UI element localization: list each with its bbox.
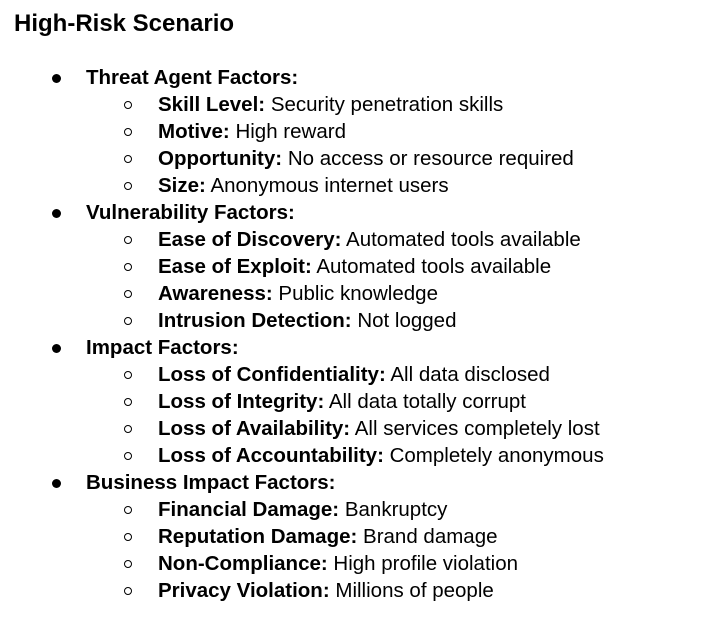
- section-heading: Threat Agent Factors:: [86, 66, 299, 89]
- bullet-circle-icon: [124, 101, 132, 109]
- item-value: Public knowledge: [278, 282, 438, 305]
- bullet-circle-icon: [124, 506, 132, 514]
- list-item-level1: Impact Factors:: [0, 334, 703, 361]
- list-item-level2: Loss of Accountability: Completely anony…: [0, 442, 703, 469]
- item-label: Loss of Accountability:: [158, 444, 384, 467]
- item-label: Loss of Integrity:: [158, 390, 325, 413]
- document-title: High-Risk Scenario: [14, 10, 235, 37]
- item-label: Intrusion Detection:: [158, 309, 352, 332]
- item-label: Non-Compliance:: [158, 552, 328, 575]
- list-item-level2: Privacy Violation: Millions of people: [0, 577, 703, 604]
- section-heading: Vulnerability Factors:: [86, 201, 295, 224]
- item-value: All data disclosed: [390, 363, 550, 386]
- section-business-impact-factors: Business Impact Factors: Financial Damag…: [0, 469, 703, 604]
- list-item-level2: Size: Anonymous internet users: [0, 172, 703, 199]
- bullet-circle-icon: [124, 317, 132, 325]
- list-item-level2: Ease of Exploit: Automated tools availab…: [0, 253, 703, 280]
- item-value: High profile violation: [333, 552, 519, 575]
- bullet-disc-icon: [52, 344, 61, 353]
- bullet-disc-icon: [52, 479, 61, 488]
- item-value: No access or resource required: [287, 147, 574, 170]
- list-item-level1: Business Impact Factors:: [0, 469, 703, 496]
- item-value: Anonymous internet users: [210, 174, 449, 197]
- bullet-disc-icon: [52, 74, 61, 83]
- bullet-circle-icon: [124, 128, 132, 136]
- list-item-level2: Reputation Damage: Brand damage: [0, 523, 703, 550]
- bullet-circle-icon: [124, 155, 132, 163]
- item-label: Reputation Damage:: [158, 525, 358, 548]
- list-item-level2: Skill Level: Security penetration skills: [0, 91, 703, 118]
- item-label: Size:: [158, 174, 206, 197]
- list-item-level2: Intrusion Detection: Not logged: [0, 307, 703, 334]
- bullet-circle-icon: [124, 182, 132, 190]
- list-item-level1: Threat Agent Factors:: [0, 64, 703, 91]
- item-value: Not logged: [357, 309, 457, 332]
- item-label: Privacy Violation:: [158, 579, 330, 602]
- bullet-circle-icon: [124, 371, 132, 379]
- item-label: Loss of Confidentiality:: [158, 363, 386, 386]
- bullet-circle-icon: [124, 587, 132, 595]
- item-label: Loss of Availability:: [158, 417, 351, 440]
- bullet-circle-icon: [124, 236, 132, 244]
- item-label: Opportunity:: [158, 147, 283, 170]
- list-item-level2: Loss of Confidentiality: All data disclo…: [0, 361, 703, 388]
- item-label: Motive:: [158, 120, 230, 143]
- bullet-circle-icon: [124, 263, 132, 271]
- section-threat-agent-factors: Threat Agent Factors: Skill Level: Secur…: [0, 64, 703, 199]
- list-item-level2: Financial Damage: Bankruptcy: [0, 496, 703, 523]
- list-item-level2: Awareness: Public knowledge: [0, 280, 703, 307]
- item-value: All services completely lost: [354, 417, 600, 440]
- item-value: Automated tools available: [316, 255, 552, 278]
- item-label: Awareness:: [158, 282, 273, 305]
- section-heading: Impact Factors:: [86, 336, 239, 359]
- list-item-level2: Opportunity: No access or resource requi…: [0, 145, 703, 172]
- bullet-circle-icon: [124, 452, 132, 460]
- item-label: Skill Level:: [158, 93, 266, 116]
- item-value: Millions of people: [335, 579, 494, 602]
- bullet-circle-icon: [124, 425, 132, 433]
- section-vulnerability-factors: Vulnerability Factors: Ease of Discovery…: [0, 199, 703, 334]
- list-item-level1: Vulnerability Factors:: [0, 199, 703, 226]
- item-value: Brand damage: [363, 525, 498, 548]
- bullet-circle-icon: [124, 560, 132, 568]
- item-value: Bankruptcy: [344, 498, 448, 521]
- list-item-level2: Loss of Availability: All services compl…: [0, 415, 703, 442]
- section-heading: Business Impact Factors:: [86, 471, 336, 494]
- item-label: Ease of Exploit:: [158, 255, 312, 278]
- list-item-level2: Ease of Discovery: Automated tools avail…: [0, 226, 703, 253]
- bullet-circle-icon: [124, 533, 132, 541]
- item-value: Security penetration skills: [270, 93, 504, 116]
- section-impact-factors: Impact Factors: Loss of Confidentiality:…: [0, 334, 703, 469]
- bullet-disc-icon: [52, 209, 61, 218]
- list-item-level2: Non-Compliance: High profile violation: [0, 550, 703, 577]
- item-label: Ease of Discovery:: [158, 228, 342, 251]
- list-item-level2: Loss of Integrity: All data totally corr…: [0, 388, 703, 415]
- item-value: High reward: [235, 120, 346, 143]
- list-item-level2: Motive: High reward: [0, 118, 703, 145]
- item-value: Completely anonymous: [389, 444, 604, 467]
- item-value: Automated tools available: [346, 228, 581, 251]
- item-value: All data totally corrupt: [328, 390, 526, 413]
- bullet-circle-icon: [124, 398, 132, 406]
- item-label: Financial Damage:: [158, 498, 340, 521]
- bullet-circle-icon: [124, 290, 132, 298]
